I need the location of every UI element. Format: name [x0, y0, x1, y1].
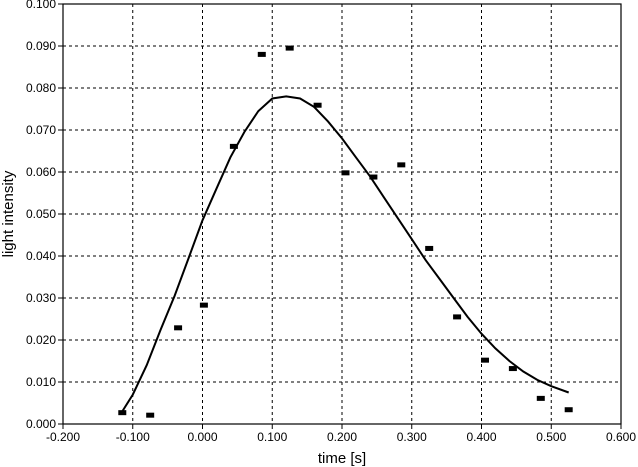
data-point — [341, 170, 350, 176]
data-point — [146, 412, 155, 418]
y-tick-label: 0.030 — [26, 291, 56, 305]
x-tick-labels: -0.200 -0.100 0.000 0.100 0.200 0.300 0.400 0.5… — [46, 430, 636, 444]
y-tick-label: 0.060 — [26, 165, 56, 179]
data-point — [564, 407, 573, 413]
x-tick-label: -0.100 — [116, 430, 150, 444]
x-tick-label: -0.200 — [46, 430, 80, 444]
data-point — [397, 162, 406, 168]
y-tick-label: 0.070 — [26, 123, 56, 137]
x-tick-label: 0.500 — [536, 430, 566, 444]
data-point — [118, 410, 127, 416]
x-tick-label: 0.100 — [257, 430, 287, 444]
x-tick-label: 0.300 — [397, 430, 427, 444]
x-tick-label: 0.200 — [327, 430, 357, 444]
x-axis-title: time [s] — [318, 450, 366, 467]
x-tick-label: 0.000 — [187, 430, 217, 444]
x-tick-label: 0.400 — [466, 430, 496, 444]
y-tick-label: 0.100 — [26, 0, 56, 11]
x-tick-label: 0.600 — [606, 430, 636, 444]
data-point — [536, 395, 545, 401]
data-point — [425, 245, 434, 251]
y-tick-label: 0.000 — [26, 417, 56, 431]
data-point — [174, 325, 183, 331]
y-tick-label: 0.080 — [26, 81, 56, 95]
grid — [63, 4, 621, 424]
y-tick-label: 0.040 — [26, 249, 56, 263]
data-point — [369, 174, 378, 180]
axis-ticks — [58, 3, 622, 429]
data-point — [453, 314, 462, 320]
y-tick-labels: 0.000 0.010 0.020 0.030 0.040 0.050 0.060 0.070… — [26, 0, 56, 431]
fit-curve — [121, 95, 570, 412]
data-point — [313, 102, 322, 108]
data-point — [257, 51, 266, 57]
y-tick-label: 0.010 — [26, 375, 56, 389]
data-point — [480, 357, 489, 363]
y-axis-title: light intensity — [0, 170, 17, 257]
y-tick-label: 0.020 — [26, 333, 56, 347]
y-tick-label: 0.090 — [26, 39, 56, 53]
y-tick-label: 0.050 — [26, 207, 56, 221]
data-point — [285, 45, 294, 51]
data-point — [229, 143, 238, 149]
data-point — [508, 366, 517, 372]
data-point — [199, 302, 208, 308]
data-points — [118, 45, 573, 418]
